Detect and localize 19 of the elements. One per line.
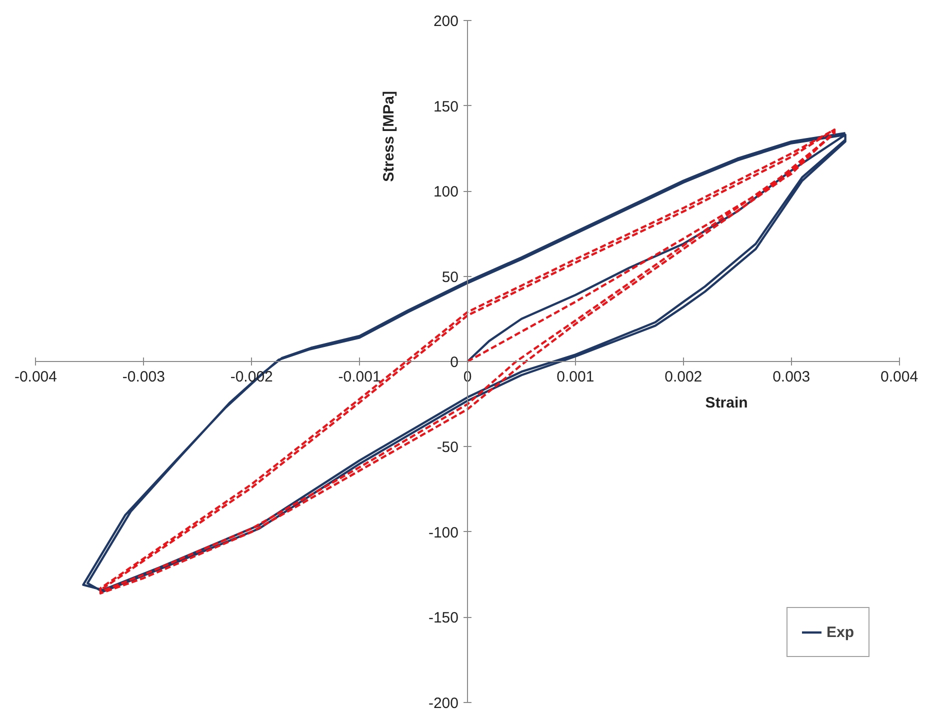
y-axis-title: Stress [MPa] — [380, 91, 398, 182]
legend-label: Exp — [826, 624, 854, 640]
y-tick-label: 150 — [433, 98, 459, 116]
y-tick-label: -150 — [428, 610, 459, 627]
y-tick-label: 0 — [450, 354, 458, 371]
y-tick-label: 50 — [442, 268, 459, 286]
y-tick-label: 200 — [433, 13, 459, 30]
y-tick-label: -100 — [428, 524, 459, 542]
x-tick-label: 0.001 — [556, 368, 594, 386]
x-tick-label: 0.003 — [772, 368, 810, 386]
y-tick-label: -50 — [436, 439, 459, 456]
x-tick-label: -0.004 — [14, 368, 58, 386]
x-tick-label: 0.004 — [880, 368, 918, 386]
x-tick-label: 0.002 — [664, 368, 702, 386]
x-tick-label: -0.001 — [338, 368, 381, 386]
x-tick-label: -0.003 — [122, 368, 165, 386]
x-axis-title: Strain — [705, 394, 748, 412]
y-tick-label: -200 — [428, 694, 459, 712]
y-tick-label: 100 — [433, 184, 459, 200]
